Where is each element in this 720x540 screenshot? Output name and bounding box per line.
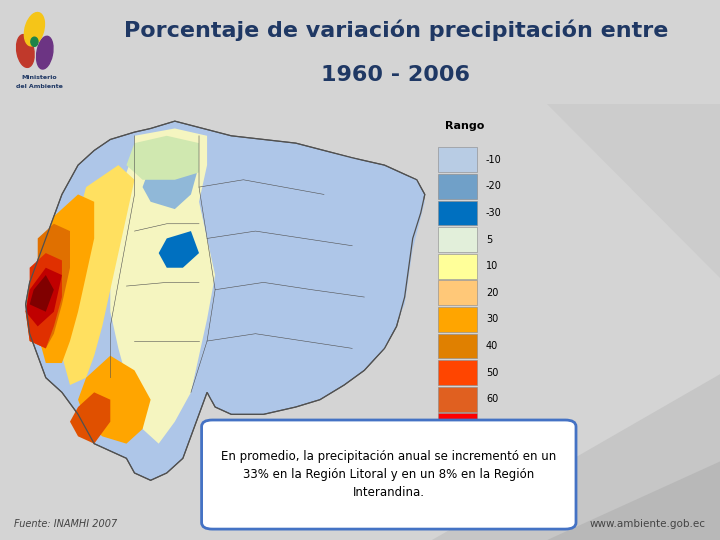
Text: Porcentaje de variación precipitación entre: Porcentaje de variación precipitación en… — [124, 19, 668, 40]
FancyBboxPatch shape — [438, 440, 477, 465]
Text: 90: 90 — [486, 474, 498, 484]
Text: del Ambiente: del Ambiente — [16, 84, 63, 89]
Text: 40: 40 — [486, 341, 498, 351]
Text: 70: 70 — [486, 421, 498, 431]
Polygon shape — [547, 462, 720, 540]
Ellipse shape — [17, 35, 34, 68]
Polygon shape — [127, 136, 199, 180]
Text: 1960 - 2006: 1960 - 2006 — [322, 65, 470, 85]
FancyBboxPatch shape — [438, 387, 477, 411]
FancyBboxPatch shape — [438, 467, 477, 491]
Text: -20: -20 — [486, 181, 502, 191]
Text: En promedio, la precipitación anual se incrementó en un
33% en la Región Litoral: En promedio, la precipitación anual se i… — [221, 450, 557, 499]
Polygon shape — [547, 104, 720, 278]
FancyBboxPatch shape — [438, 414, 477, 438]
Polygon shape — [78, 356, 150, 444]
Text: Ministerio: Ministerio — [22, 75, 58, 80]
Polygon shape — [70, 393, 110, 444]
FancyBboxPatch shape — [202, 420, 576, 529]
Polygon shape — [26, 253, 62, 348]
Text: mm: mm — [524, 474, 543, 484]
Text: 50: 50 — [486, 368, 498, 377]
Polygon shape — [110, 129, 215, 444]
Polygon shape — [26, 121, 425, 480]
Text: 20: 20 — [486, 288, 498, 298]
Polygon shape — [26, 268, 62, 326]
Text: Fuente: INAMHI 2007: Fuente: INAMHI 2007 — [14, 519, 117, 529]
Text: 80: 80 — [486, 448, 498, 457]
Polygon shape — [26, 224, 70, 348]
FancyBboxPatch shape — [438, 174, 477, 199]
Polygon shape — [37, 194, 94, 363]
FancyBboxPatch shape — [438, 227, 477, 252]
Polygon shape — [199, 139, 425, 411]
Text: 10: 10 — [486, 261, 498, 271]
FancyBboxPatch shape — [438, 200, 477, 225]
Text: -30: -30 — [486, 208, 502, 218]
Text: 5: 5 — [486, 234, 492, 245]
Polygon shape — [143, 158, 199, 209]
FancyBboxPatch shape — [438, 334, 477, 359]
Text: Rango: Rango — [445, 121, 485, 131]
Polygon shape — [62, 165, 135, 385]
Polygon shape — [432, 374, 720, 540]
Ellipse shape — [37, 36, 53, 69]
FancyBboxPatch shape — [438, 360, 477, 385]
Text: 30: 30 — [486, 314, 498, 325]
Polygon shape — [158, 231, 199, 268]
Text: www.ambiente.gob.ec: www.ambiente.gob.ec — [590, 519, 706, 529]
FancyBboxPatch shape — [438, 307, 477, 332]
Ellipse shape — [24, 12, 45, 46]
FancyBboxPatch shape — [438, 254, 477, 279]
Text: 60: 60 — [486, 394, 498, 404]
FancyBboxPatch shape — [438, 147, 477, 172]
Polygon shape — [30, 275, 54, 312]
Circle shape — [31, 37, 38, 46]
FancyBboxPatch shape — [438, 280, 477, 305]
Text: -10: -10 — [486, 155, 502, 165]
